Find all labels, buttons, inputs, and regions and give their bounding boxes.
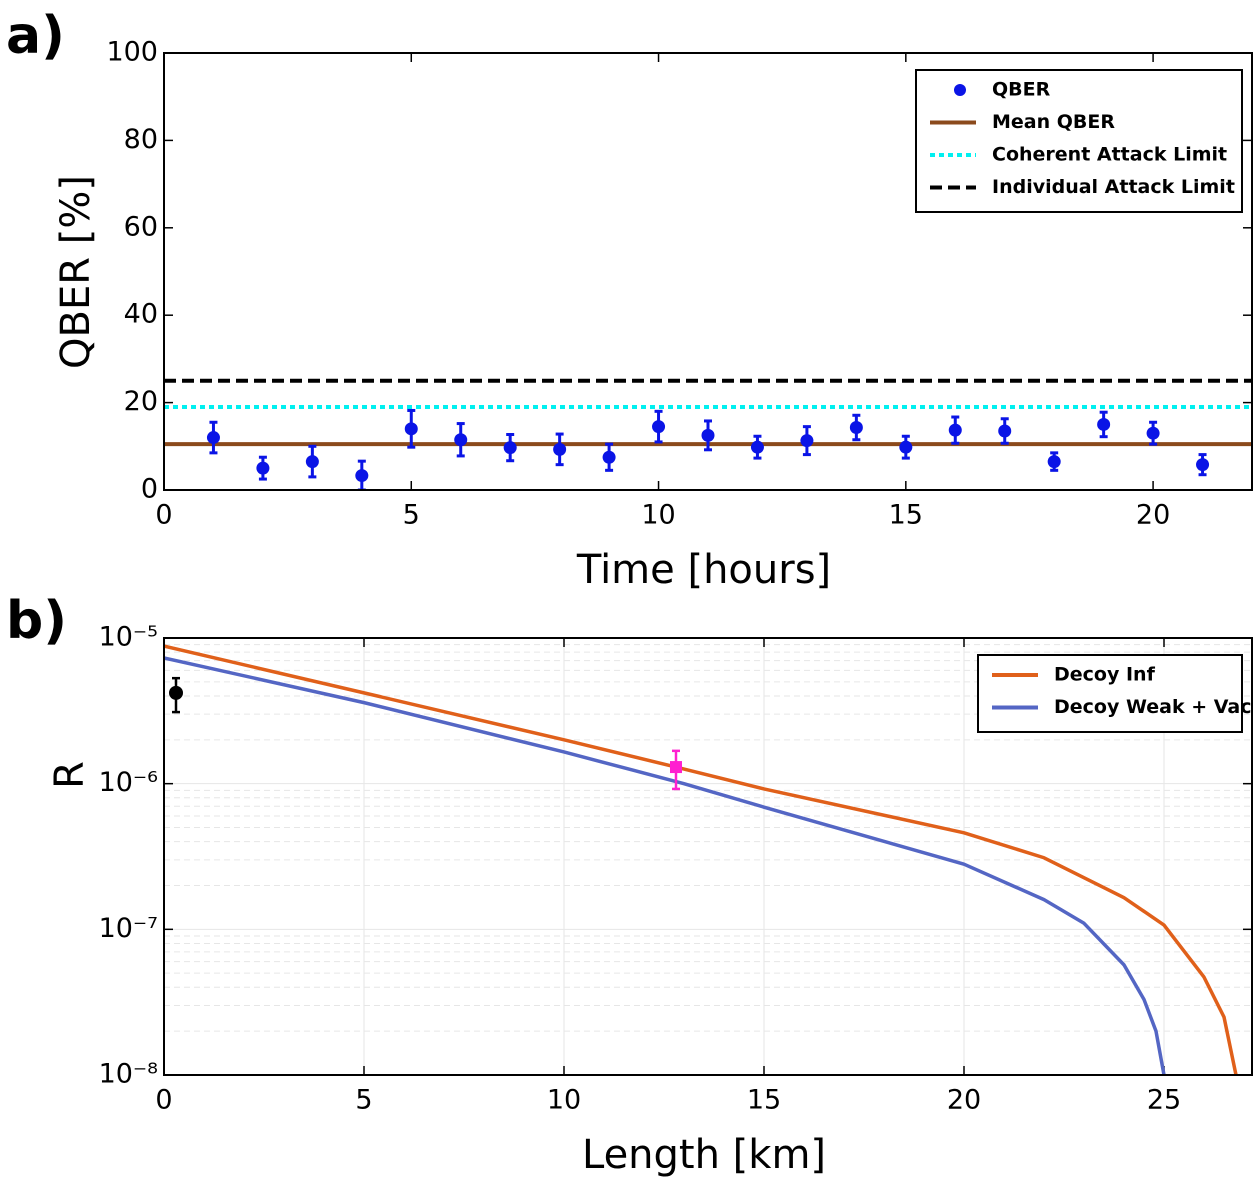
y-tick-label: 10⁻⁷	[99, 913, 158, 944]
y-tick-label: 10⁻⁸	[99, 1059, 158, 1090]
data-point	[503, 441, 517, 455]
data-point	[670, 761, 682, 774]
data-point	[948, 423, 962, 437]
legend-box	[977, 654, 1243, 733]
x-axis-label: Length [km]	[582, 1132, 826, 1178]
panel-label: a)	[6, 6, 65, 66]
x-tick-label: 25	[1147, 1085, 1181, 1116]
y-tick-label: 80	[124, 124, 158, 155]
data-point	[256, 461, 270, 475]
data-point	[1146, 426, 1160, 440]
data-point	[750, 440, 764, 454]
y-axis-label: QBER [%]	[53, 175, 99, 369]
line-series	[164, 644, 1238, 1075]
data-point	[206, 431, 220, 445]
y-tick-label: 20	[124, 386, 158, 417]
data-point	[553, 442, 567, 456]
data-point	[404, 422, 418, 436]
data-point	[800, 434, 814, 448]
data-point	[899, 440, 913, 454]
data-point	[652, 420, 666, 434]
x-axis-label: Time [hours]	[576, 547, 831, 593]
data-point	[602, 450, 616, 464]
legend-label: Decoy Inf	[1054, 664, 1156, 686]
x-tick-label: 15	[747, 1085, 781, 1116]
data-point	[1047, 455, 1061, 469]
x-tick-label: 5	[403, 500, 420, 531]
plot-area	[164, 644, 1238, 1075]
y-tick-label: 10⁻⁵	[99, 622, 158, 653]
data-point	[305, 455, 319, 469]
legend-label: Coherent Attack Limit	[992, 144, 1227, 166]
x-tick-label: 0	[155, 1085, 172, 1116]
data-point	[454, 433, 468, 447]
y-tick-label: 40	[124, 299, 158, 330]
y-tick-label: 60	[124, 211, 158, 242]
data-point	[701, 428, 715, 442]
x-tick-label: 20	[1136, 500, 1170, 531]
x-tick-label: 10	[641, 500, 675, 531]
x-tick-label: 20	[947, 1085, 981, 1116]
x-tick-label: 5	[355, 1085, 372, 1116]
line-series	[164, 656, 1166, 1075]
x-tick-label: 15	[889, 500, 923, 531]
data-point	[849, 421, 863, 435]
data-point	[998, 424, 1012, 438]
x-tick-label: 0	[155, 500, 172, 531]
data-point	[1097, 417, 1111, 431]
plot-frame	[163, 52, 1253, 491]
data-point	[1196, 458, 1210, 472]
legend-label: QBER	[992, 79, 1051, 101]
data-point	[355, 469, 369, 483]
y-tick-label: 0	[141, 474, 158, 505]
x-tick-label: 10	[547, 1085, 581, 1116]
y-axis-label: R	[47, 761, 93, 789]
legend-label: Decoy Weak + Vac	[1054, 696, 1252, 718]
legend-label: Individual Attack Limit	[992, 176, 1235, 198]
plot-area	[164, 378, 1252, 490]
y-tick-label: 100	[106, 37, 158, 68]
y-tick-label: 10⁻⁶	[99, 767, 158, 798]
legend-marker	[954, 84, 966, 96]
panel-label: b)	[6, 591, 67, 651]
legend-label: Mean QBER	[992, 111, 1115, 133]
data-point	[169, 685, 183, 700]
plot-frame	[163, 637, 1253, 1076]
